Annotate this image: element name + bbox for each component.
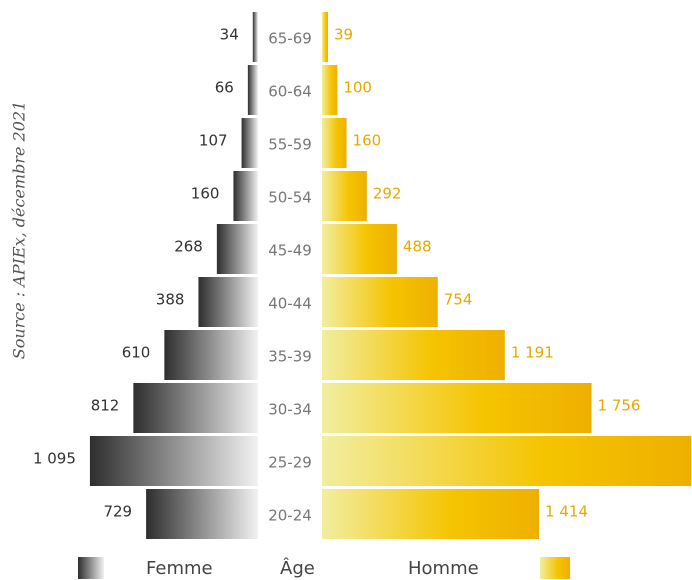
- bar-homme: [322, 383, 592, 433]
- bar-homme: [322, 65, 338, 115]
- bar-femme: [146, 489, 258, 539]
- value-label: 1 414: [545, 503, 588, 521]
- bar-homme: [322, 489, 540, 539]
- bar-femme: [133, 383, 258, 433]
- value-label: 729: [103, 503, 132, 521]
- value-label: 754: [444, 291, 473, 309]
- value-label: 160: [353, 132, 382, 150]
- age-label: 25-29: [268, 454, 312, 472]
- value-label: 388: [156, 291, 185, 309]
- bar-femme: [247, 65, 258, 115]
- value-label: 100: [343, 79, 372, 97]
- bar-homme: [322, 330, 505, 380]
- bar-femme: [252, 12, 258, 62]
- bar-femme: [198, 277, 258, 327]
- value-label: 1 191: [511, 344, 554, 362]
- age-label: 65-69: [268, 30, 312, 48]
- bar-homme: [322, 118, 347, 168]
- age-label: 20-24: [268, 507, 312, 525]
- age-label: 50-54: [268, 189, 312, 207]
- bar-femme: [241, 118, 258, 168]
- bar-femme: [216, 224, 258, 274]
- bar-femme: [233, 171, 258, 221]
- age-label: 45-49: [268, 242, 312, 260]
- value-label: 610: [122, 344, 151, 362]
- value-label: 160: [191, 185, 220, 203]
- bar-femme: [89, 436, 258, 486]
- value-label: 107: [199, 132, 228, 150]
- legend-swatch: [78, 557, 104, 579]
- legend-swatch: [540, 557, 570, 579]
- center-label: Âge: [280, 557, 315, 579]
- value-label: 1 095: [33, 450, 76, 468]
- bar-homme: [322, 224, 397, 274]
- bar-homme: [322, 436, 692, 486]
- bar-femme: [164, 330, 258, 380]
- value-label: 66: [215, 79, 234, 97]
- age-label: 55-59: [268, 136, 312, 154]
- value-label: 292: [373, 185, 402, 203]
- bar-homme: [322, 171, 367, 221]
- age-label: 35-39: [268, 348, 312, 366]
- value-label: 268: [174, 238, 203, 256]
- age-label: 60-64: [268, 83, 312, 101]
- value-label: 812: [91, 397, 120, 415]
- value-label: 488: [403, 238, 432, 256]
- value-label: 39: [334, 26, 353, 44]
- age-label: 40-44: [268, 295, 312, 313]
- value-label: 1 756: [598, 397, 641, 415]
- bar-homme: [322, 12, 328, 62]
- age-label: 30-34: [268, 401, 312, 419]
- value-label: 34: [220, 26, 239, 44]
- legend-label: Homme: [408, 558, 479, 579]
- legend-label: Femme: [146, 558, 213, 579]
- bar-homme: [322, 277, 438, 327]
- source: Source : APIEx, décembre 2021: [10, 101, 29, 360]
